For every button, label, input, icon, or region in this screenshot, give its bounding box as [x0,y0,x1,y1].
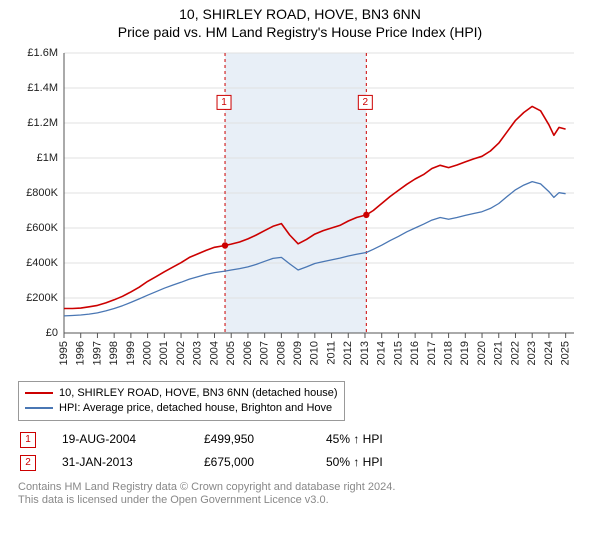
xtick-label: 2015 [392,341,404,365]
xtick-label: 2006 [242,341,254,365]
xtick-label: 1995 [58,341,70,365]
chart-title-line-1: 10, SHIRLEY ROAD, HOVE, BN3 6NN [18,6,582,24]
figure: 10, SHIRLEY ROAD, HOVE, BN3 6NN Price pa… [0,0,600,560]
xtick-label: 2016 [409,341,421,365]
xtick-label: 1999 [125,341,137,365]
ytick-label: £1.4M [27,82,58,94]
xtick-label: 2025 [560,341,572,365]
legend-row: 10, SHIRLEY ROAD, HOVE, BN3 6NN (detache… [25,386,338,401]
ytick-label: £400K [26,257,58,269]
cell-vs-hpi: 50% ↑ HPI [326,452,446,473]
attribution-line-2: This data is licensed under the Open Gov… [18,494,582,508]
xtick-label: 2018 [442,341,454,365]
xtick-label: 1998 [108,341,120,365]
ytick-label: £600K [26,222,58,234]
plot-area: £0 £200K £400K £600K £800K £1M £1.2M £1.4M £1.6M… [18,47,582,377]
xtick-label: 2010 [309,341,321,365]
xtick-label: 1997 [91,341,103,365]
legend-swatch [25,392,53,394]
attribution: Contains HM Land Registry data © Crown c… [18,481,582,509]
transaction-marker-dot [222,242,228,248]
ytick-label: £1.2M [27,117,58,129]
legend-row: HPI: Average price, detached house, Brig… [25,401,338,416]
table-row: 2 31-JAN-2013£675,00050% ↑ HPI [20,452,446,473]
transactions-table: 1 19-AUG-2004£499,95045% ↑ HPI 2 31-JAN-201… [18,427,448,475]
cell-badge: 2 [20,452,60,473]
xtick-label: 2020 [476,341,488,365]
xtick-label: 2023 [526,341,538,365]
transaction-marker-badge-number: 2 [363,97,369,108]
xtick-label: 2001 [158,341,170,365]
xtick-label: 2007 [259,341,271,365]
cell-date: 19-AUG-2004 [62,429,202,450]
xtick-label: 2014 [376,341,388,365]
cell-vs-hpi: 45% ↑ HPI [326,429,446,450]
chart-svg: £0 £200K £400K £600K £800K £1M £1.2M £1.4M £1.6M… [18,47,582,377]
xtick-label: 2008 [275,341,287,365]
chart-title-line-2: Price paid vs. HM Land Registry's House … [18,24,582,42]
xtick-label: 2013 [359,341,371,365]
ytick-label: £1M [37,152,58,164]
xtick-label: 2005 [225,341,237,365]
transaction-badge: 1 [20,432,36,448]
xtick-label: 1996 [75,341,87,365]
cell-price: £499,950 [204,429,324,450]
legend-label: 10, SHIRLEY ROAD, HOVE, BN3 6NN (detache… [59,386,338,401]
cell-price: £675,000 [204,452,324,473]
ytick-label: £200K [26,292,58,304]
xtick-label: 2011 [325,341,337,365]
legend-swatch [25,407,53,409]
xtick-label: 2002 [175,341,187,365]
ytick-label: £1.6M [27,47,58,59]
legend-label: HPI: Average price, detached house, Brig… [59,401,332,416]
cell-date: 31-JAN-2013 [62,452,202,473]
xtick-label: 2017 [426,341,438,365]
table-row: 1 19-AUG-2004£499,95045% ↑ HPI [20,429,446,450]
xtick-label: 2012 [342,341,354,365]
transaction-badge: 2 [20,455,36,471]
legend: 10, SHIRLEY ROAD, HOVE, BN3 6NN (detache… [18,381,345,421]
ytick-label: £0 [46,327,58,339]
xtick-label: 2019 [459,341,471,365]
cell-badge: 1 [20,429,60,450]
attribution-line-1: Contains HM Land Registry data © Crown c… [18,481,582,495]
transaction-marker-badge-number: 1 [221,97,227,108]
xtick-label: 2004 [208,341,220,365]
xtick-label: 2021 [493,341,505,365]
xtick-label: 2000 [142,341,154,365]
xtick-label: 2022 [509,341,521,365]
xtick-label: 2009 [292,341,304,365]
xtick-label: 2024 [543,341,555,365]
ytick-label: £800K [26,187,58,199]
transaction-marker-dot [363,212,369,218]
xtick-label: 2003 [192,341,204,365]
